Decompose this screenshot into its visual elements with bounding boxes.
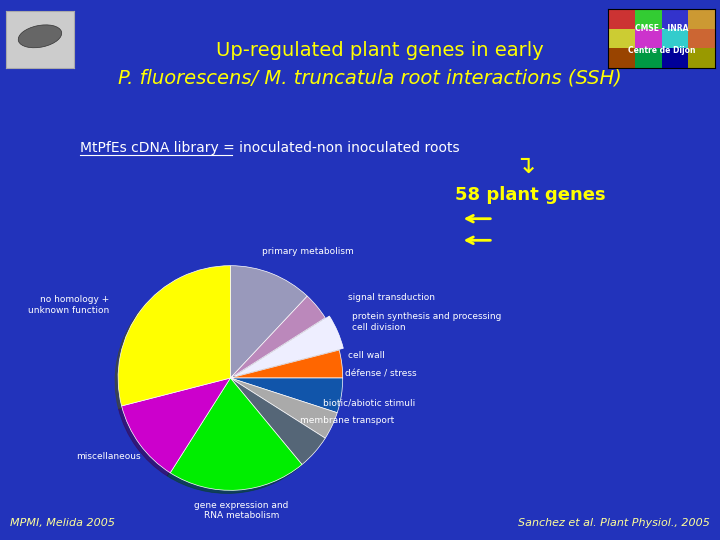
Text: MPMI, Melida 2005: MPMI, Melida 2005 — [10, 518, 115, 528]
Wedge shape — [118, 266, 230, 406]
Text: membrane transport: membrane transport — [300, 416, 395, 425]
Wedge shape — [235, 316, 343, 376]
Wedge shape — [230, 266, 307, 378]
Bar — [688, 9, 715, 29]
Bar — [635, 48, 662, 68]
Text: défense / stress: défense / stress — [345, 369, 417, 378]
Text: MtPfEs cDNA library = inoculated-non inoculated roots: MtPfEs cDNA library = inoculated-non ino… — [80, 141, 459, 155]
Text: no homology +
unknown function: no homology + unknown function — [28, 295, 109, 315]
Text: Centre de Dijon: Centre de Dijon — [628, 45, 696, 55]
Bar — [608, 9, 635, 29]
Wedge shape — [230, 378, 343, 413]
Text: protein synthesis and processing
cell division: protein synthesis and processing cell di… — [351, 312, 501, 332]
Bar — [662, 29, 688, 48]
Text: biotic/abiotic stimuli: biotic/abiotic stimuli — [323, 398, 415, 407]
Bar — [635, 9, 662, 29]
Text: miscellaneous: miscellaneous — [76, 452, 140, 461]
Bar — [688, 29, 715, 48]
Wedge shape — [230, 378, 325, 464]
Wedge shape — [230, 296, 325, 378]
Text: Sanchez et al. Plant Physiol., 2005: Sanchez et al. Plant Physiol., 2005 — [518, 518, 710, 528]
Text: CMSE - INRA: CMSE - INRA — [635, 24, 688, 33]
Text: ↴: ↴ — [515, 154, 536, 178]
Wedge shape — [122, 378, 230, 473]
Ellipse shape — [18, 25, 62, 48]
Text: Up-regulated plant genes in early: Up-regulated plant genes in early — [216, 40, 544, 59]
Wedge shape — [230, 350, 343, 378]
Wedge shape — [170, 378, 302, 490]
Text: 58 plant genes: 58 plant genes — [455, 186, 606, 204]
Text: primary metabolism: primary metabolism — [262, 247, 354, 255]
Bar — [608, 29, 635, 48]
Bar — [662, 9, 688, 29]
Bar — [688, 48, 715, 68]
Wedge shape — [230, 378, 337, 438]
Text: P. fluorescens/ M. truncatula root interactions (SSH): P. fluorescens/ M. truncatula root inter… — [118, 69, 622, 87]
Text: cell wall: cell wall — [348, 351, 385, 360]
Bar — [635, 29, 662, 48]
Bar — [662, 48, 688, 68]
Text: gene expression and
RNA metabolism: gene expression and RNA metabolism — [194, 501, 289, 520]
Text: signal transduction: signal transduction — [348, 293, 436, 302]
Bar — [608, 48, 635, 68]
